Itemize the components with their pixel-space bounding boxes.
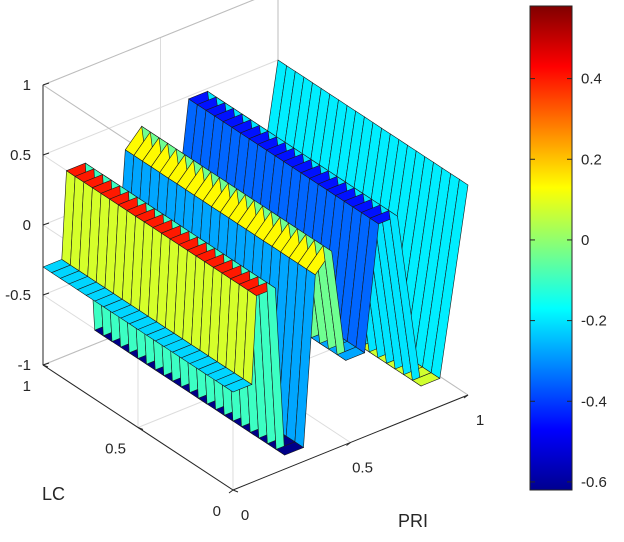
surface-facet <box>430 178 469 379</box>
tick-labels: -1 -0.5 0 0.5 1 0 0.5 1 0 0.5 1 <box>5 77 484 524</box>
colorbar-tick-label: 0 <box>581 232 589 249</box>
colorbar: -0.6 -0.4 -0.2 0 0.2 0.4 <box>529 5 607 491</box>
z-tick-label: 0.5 <box>10 147 31 164</box>
y-tick-label: 0.5 <box>105 441 126 458</box>
z-tick-label: 0 <box>23 217 31 234</box>
surface-plot <box>42 59 469 456</box>
colorbar-tick-label: -0.4 <box>581 393 607 410</box>
z-tick-label: -0.5 <box>5 287 31 304</box>
y-tick-label: 1 <box>23 378 31 395</box>
colorbar-gradient <box>529 5 573 491</box>
z-tick-label: -1 <box>18 357 31 374</box>
y-axis-label: LC <box>42 484 65 504</box>
colorbar-tick-label: -0.6 <box>581 474 607 491</box>
x-tick-label: 1 <box>476 412 484 429</box>
colorbar-tick-label: 0.4 <box>581 71 602 88</box>
x-tick-label: 0.5 <box>352 460 373 477</box>
x-tick-label: 0 <box>241 507 249 524</box>
colorbar-tick-label: -0.2 <box>581 313 607 330</box>
y-tick-label: 0 <box>213 503 221 520</box>
colorbar-tick-label: 0.2 <box>581 151 602 168</box>
x-axis-label: PRI <box>398 511 428 531</box>
z-tick-label: 1 <box>23 77 31 94</box>
